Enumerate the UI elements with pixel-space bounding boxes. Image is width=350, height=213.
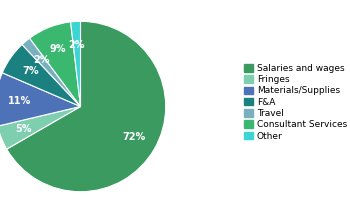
Text: 11%: 11%	[8, 96, 31, 106]
Text: 9%: 9%	[50, 45, 66, 55]
Text: 7%: 7%	[22, 66, 38, 76]
Legend: Salaries and wages, Fringes, Materials/Supplies, F&A, Travel, Consultant Service: Salaries and wages, Fringes, Materials/S…	[243, 62, 349, 142]
Wedge shape	[22, 38, 80, 106]
Wedge shape	[2, 45, 80, 106]
Wedge shape	[30, 22, 81, 106]
Wedge shape	[71, 21, 80, 106]
Text: 72%: 72%	[122, 132, 145, 142]
Text: 2%: 2%	[69, 40, 85, 50]
Text: 2%: 2%	[33, 55, 49, 65]
Wedge shape	[0, 73, 80, 126]
Text: 5%: 5%	[15, 124, 32, 134]
Wedge shape	[7, 21, 166, 192]
Wedge shape	[0, 106, 80, 149]
